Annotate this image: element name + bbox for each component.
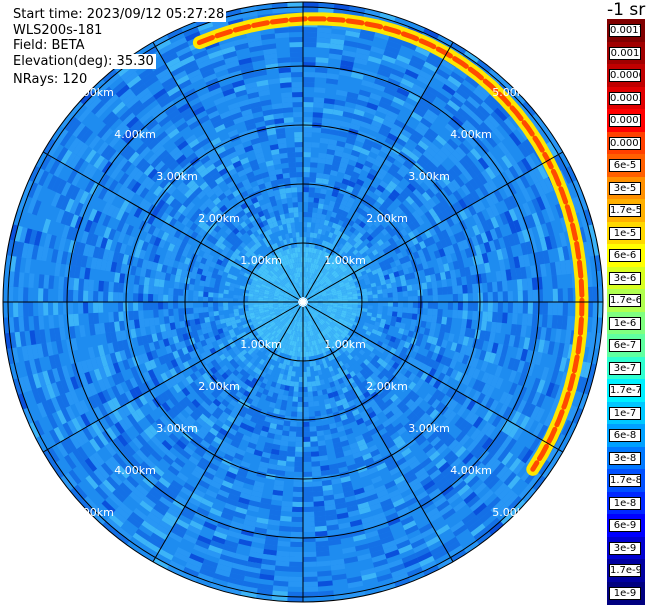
- legend-label: 3e-6: [609, 271, 641, 285]
- legend-label: 0.0017: [609, 24, 641, 37]
- legend-label: 6e-9: [609, 519, 641, 532]
- legend-label: 3e-8: [609, 451, 641, 465]
- legend-label: 0.0003: [609, 91, 641, 105]
- colorbar-unit-label: -1 sr: [607, 0, 646, 20]
- elevation-label: Elevation(deg): 35.30: [11, 54, 156, 69]
- range-label: 5.00km: [72, 86, 114, 99]
- legend-swatch: 1e-9: [607, 581, 645, 605]
- legend-label: 1e-5: [609, 226, 641, 240]
- range-label: 2.00km: [366, 380, 408, 393]
- range-label: 2.00km: [198, 212, 240, 225]
- range-label: 3.00km: [408, 422, 450, 435]
- legend-swatch: 6e-6: [607, 244, 645, 267]
- legend-label: 0.0001: [609, 136, 641, 150]
- legend-swatch: 6e-9: [607, 514, 645, 537]
- legend-label: 1e-6: [609, 316, 641, 330]
- legend-swatch: 3e-9: [607, 536, 645, 560]
- legend-label: 6e-5: [609, 159, 641, 172]
- azimuth-spoke: [302, 301, 564, 453]
- nrays-label: NRays: 120: [11, 72, 90, 87]
- legend-label: 0.001: [609, 46, 641, 60]
- legend-swatch: 1.7e-7: [607, 379, 645, 402]
- range-label: 5.00km: [492, 86, 534, 99]
- legend-label: 3e-5: [609, 181, 641, 195]
- legend-swatch: 6e-5: [607, 154, 645, 177]
- range-label: 3.00km: [156, 170, 198, 183]
- start-time-label: Start time: 2023/09/12 05:27:28: [11, 7, 227, 22]
- range-label: 3.00km: [156, 422, 198, 435]
- legend-swatch: 3e-7: [607, 356, 645, 380]
- legend-label: 0.00017: [609, 114, 641, 127]
- legend-label: 1e-9: [609, 586, 641, 600]
- range-label: 1.00km: [240, 254, 282, 267]
- legend-label: 1.7e-7: [609, 384, 641, 397]
- legend-swatch: 0.0001: [607, 131, 645, 155]
- range-label: 5.00km: [72, 506, 114, 519]
- legend-swatch: 1e-8: [607, 491, 645, 515]
- azimuth-spoke: [302, 301, 454, 563]
- legend-swatch: 3e-5: [607, 176, 645, 200]
- polar-scan-plot: 1.00km 1.00km 1.00km 1.00km 2.00km 2.00km 2.00…: [2, 1, 604, 603]
- legend-swatch: 1e-6: [607, 311, 645, 335]
- legend-swatch: 0.0003: [607, 86, 645, 110]
- legend-label: 6e-7: [609, 339, 641, 352]
- legend-swatch: 1e-5: [607, 221, 645, 245]
- azimuth-spoke: [152, 301, 304, 563]
- legend-swatch: 0.00017: [607, 109, 645, 132]
- legend-swatch: 3e-6: [607, 266, 645, 290]
- range-labels: 1.00km 1.00km 1.00km 1.00km 2.00km 2.00km 2.00…: [72, 86, 534, 519]
- radar-center-marker: [298, 297, 308, 307]
- legend-label: 6e-8: [609, 429, 641, 442]
- legend-label: 1.7e-5: [609, 204, 641, 217]
- legend-swatch: 3e-8: [607, 446, 645, 470]
- range-label: 1.00km: [240, 338, 282, 351]
- range-label: 3.00km: [408, 170, 450, 183]
- legend-swatch: 6e-8: [607, 424, 645, 447]
- range-label: 4.00km: [114, 128, 156, 141]
- legend-label: 6e-6: [609, 249, 641, 262]
- range-label: 4.00km: [450, 464, 492, 477]
- outer-ring: [2, 1, 604, 603]
- azimuth-spoke: [302, 41, 454, 303]
- azimuth-spoke: [152, 41, 304, 303]
- legend-swatch: 6e-7: [607, 334, 645, 357]
- legend-label: 1.7e-9: [609, 564, 641, 577]
- legend-label: 1.7e-6: [609, 294, 641, 307]
- range-label: 2.00km: [198, 380, 240, 393]
- legend-label: 3e-9: [609, 541, 641, 555]
- azimuth-spoke: [302, 151, 564, 303]
- arc-core: [196, 16, 585, 472]
- range-label: 4.00km: [114, 464, 156, 477]
- range-label: 5.00km: [492, 506, 534, 519]
- legend-swatch: 1.7e-6: [607, 289, 645, 312]
- legend-swatch: 1.7e-8: [607, 469, 645, 492]
- azimuth-spoke: [42, 301, 304, 453]
- range-label: 4.00km: [450, 128, 492, 141]
- azimuth-spoke: [42, 151, 304, 303]
- legend-label: 1e-8: [609, 496, 641, 510]
- legend-swatch: 0.001: [607, 41, 645, 65]
- range-label: 1.00km: [324, 254, 366, 267]
- range-label: 1.00km: [324, 338, 366, 351]
- instrument-label: WLS200s-181: [11, 23, 105, 38]
- range-label: 2.00km: [366, 212, 408, 225]
- legend-swatch: 1.7e-9: [607, 559, 645, 582]
- legend-label: 1e-7: [609, 406, 641, 420]
- field-label: Field: BETA: [11, 38, 87, 53]
- legend-swatch: 1.7e-5: [607, 199, 645, 222]
- strong-return-arc: [192, 12, 589, 476]
- legend-swatch: 1e-7: [607, 401, 645, 425]
- legend-label: 1.7e-8: [609, 474, 641, 487]
- legend-swatch: 0.0017: [607, 19, 645, 42]
- legend-label: 3e-7: [609, 361, 641, 375]
- range-rings-and-spokes: [2, 1, 604, 603]
